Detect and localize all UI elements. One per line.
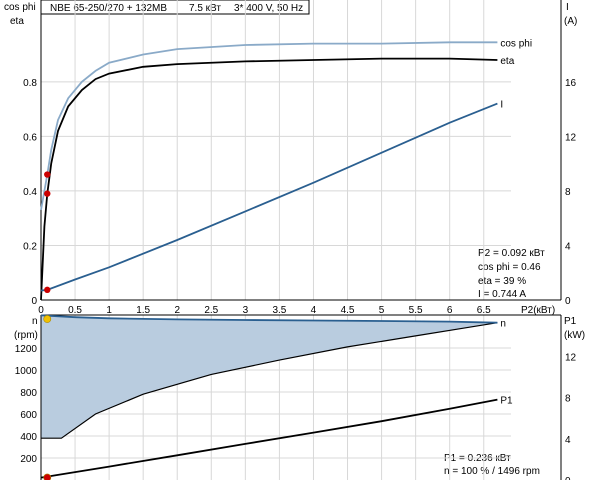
series-label-cos-phi: cos phi	[500, 38, 532, 49]
series-line-n	[40, 314, 498, 324]
top-left-tick-label: 0.6	[23, 132, 37, 143]
series-label-eta: eta	[500, 56, 514, 67]
plot-layer: 0 0.5 1 1.5 2 2.5 3 3.5 4 4.5 5 5.5 6 6.5 0 0.2 0.4 0.6 0.…	[15, 0, 577, 480]
x-tick-label: 1	[106, 305, 112, 316]
x-tick-label: 5.5	[409, 305, 423, 316]
bottom-left-tick-label: 600	[20, 410, 37, 421]
readout-current: I = 0.744 A	[478, 289, 526, 300]
bottom-left-tick-label: 1200	[15, 344, 38, 355]
operating-point-marker	[44, 190, 51, 197]
top-right-axis-label-2: (A)	[564, 16, 577, 27]
bottom-right-tick-label: 8	[565, 394, 571, 405]
series-label-I: I	[500, 100, 503, 111]
bottom-left-tick-label: 400	[20, 432, 37, 443]
x-tick-label: 2.5	[204, 305, 218, 316]
top-left-tick-label: 0.2	[23, 241, 37, 252]
top-left-axis-label-1: cos phi	[4, 2, 36, 13]
operating-point-marker	[43, 473, 52, 480]
bottom-right-axis-label-2: (kW)	[564, 330, 585, 341]
series-label-n: n	[500, 319, 506, 330]
x-tick-label: 2	[174, 305, 180, 316]
speed-lower-bound-line	[41, 322, 498, 439]
top-left-tick-label: 0.4	[23, 187, 37, 198]
top-right-tick-label: 0	[565, 296, 571, 307]
series-label-P1: P1	[500, 396, 513, 407]
bottom-right-tick-label: 0	[565, 476, 571, 480]
header-power: 7.5 кВт	[189, 3, 221, 14]
x-tick-label: 3.5	[272, 305, 286, 316]
x-tick-label: 4.5	[341, 305, 355, 316]
x-tick-label: 0	[38, 305, 44, 316]
x-tick-label: 3	[243, 305, 249, 316]
bottom-left-axis-label-1: n	[32, 316, 38, 327]
top-right-tick-label: 16	[565, 78, 577, 89]
readout-p2: P2 = 0.092 кВт	[478, 248, 545, 259]
series-line-cos-phi	[40, 41, 498, 211]
top-right-tick-label: 12	[565, 132, 577, 143]
x-tick-label: 0.5	[68, 305, 82, 316]
header-supply: 3* 400 V, 50 Hz	[234, 3, 303, 14]
readout-eta: eta = 39 %	[478, 276, 526, 287]
series-line-P1	[40, 398, 498, 479]
bottom-right-axis-label-1: P1	[564, 316, 577, 327]
x-tick-label: 6	[447, 305, 453, 316]
readout-speed: n = 100 % / 1496 rpm	[444, 466, 540, 477]
operating-point-marker	[44, 171, 51, 178]
top-left-tick-label: 0	[31, 296, 37, 307]
x-tick-label: 5	[379, 305, 385, 316]
top-right-tick-label: 8	[565, 187, 571, 198]
x-tick-label: 1.5	[136, 305, 150, 316]
top-left-axis-label-2: eta	[10, 16, 24, 27]
top-right-axis-label-1: I	[566, 2, 569, 13]
bottom-right-tick-label: 12	[565, 352, 577, 363]
bottom-left-tick-label: 1000	[15, 366, 38, 377]
readout-cosphi: cos phi = 0.46	[478, 262, 541, 273]
bottom-left-tick-label: 800	[20, 388, 37, 399]
speed-range-area	[41, 315, 498, 439]
x-tick-label: 6.5	[477, 305, 491, 316]
top-left-tick-label: 0.8	[23, 78, 37, 89]
operating-point-marker	[44, 286, 51, 294]
x-tick-label: 4	[311, 305, 317, 316]
top-right-tick-label: 4	[565, 241, 571, 252]
bottom-left-tick-label: 200	[20, 454, 37, 465]
bottom-left-axis-label-2: (rpm)	[14, 330, 38, 341]
bottom-right-tick-label: 4	[565, 435, 571, 446]
series-line-I	[40, 102, 498, 292]
series-line-eta	[40, 57, 498, 301]
operating-point-marker	[43, 315, 52, 323]
x-axis-label: P2(кВт)	[521, 305, 555, 316]
